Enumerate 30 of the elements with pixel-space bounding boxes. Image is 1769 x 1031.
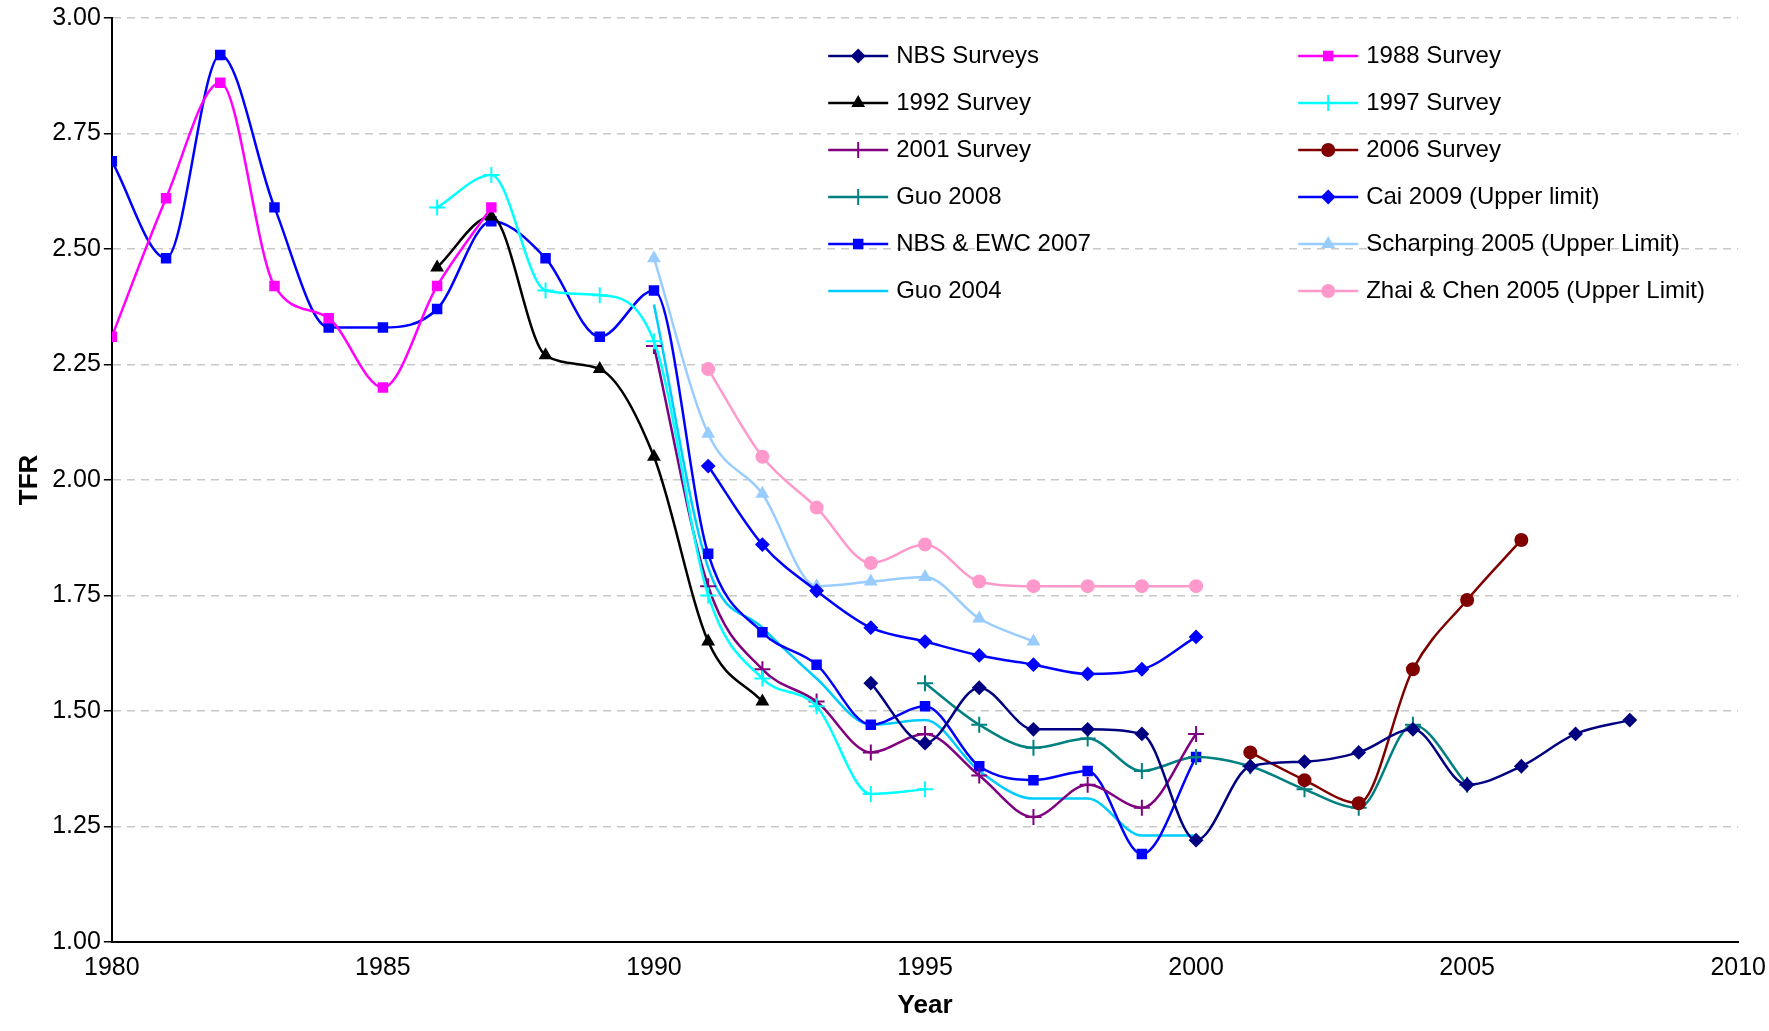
y-tick-label: 1.25	[52, 810, 101, 839]
legend-label: NBS Surveys	[896, 40, 1039, 68]
x-tick-label: 1980	[84, 951, 140, 980]
legend-label: NBS & EWC 2007	[896, 228, 1091, 256]
x-tick-label: 2000	[1168, 951, 1224, 980]
y-axis-title: TFR	[12, 454, 43, 506]
y-tick-label: 2.50	[52, 232, 101, 261]
legend-label: 1997 Survey	[1366, 87, 1501, 115]
legend-label: Guo 2004	[896, 275, 1002, 303]
y-tick-label: 1.50	[52, 694, 101, 723]
legend-label: Scharping 2005 (Upper Limit)	[1366, 228, 1680, 256]
legend-label: 1988 Survey	[1366, 40, 1501, 68]
legend-label: Zhai & Chen 2005 (Upper Limit)	[1366, 275, 1706, 303]
legend-label: 2001 Survey	[896, 134, 1031, 162]
y-tick-label: 3.00	[52, 1, 101, 30]
x-tick-label: 2010	[1710, 951, 1766, 980]
y-tick-label: 1.75	[52, 579, 101, 608]
x-tick-label: 1995	[897, 951, 953, 980]
y-tick-label: 1.00	[52, 925, 101, 954]
y-tick-label: 2.25	[52, 348, 101, 377]
legend-label: Cai 2009 (Upper limit)	[1366, 181, 1600, 209]
x-tick-label: 1985	[355, 951, 411, 980]
legend-label: Guo 2008	[896, 181, 1002, 209]
legend-label: 2006 Survey	[1366, 134, 1501, 162]
x-tick-label: 1990	[626, 951, 682, 980]
x-axis-title: Year	[897, 988, 953, 1019]
y-tick-label: 2.00	[52, 463, 101, 492]
x-tick-label: 2005	[1439, 951, 1495, 980]
y-tick-label: 2.75	[52, 117, 101, 146]
legend-label: 1992 Survey	[896, 87, 1031, 115]
